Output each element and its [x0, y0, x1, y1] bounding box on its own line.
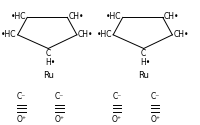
Text: •HC: •HC [11, 12, 26, 21]
Text: C⁻: C⁻ [112, 92, 121, 102]
Text: C⁻: C⁻ [55, 92, 64, 102]
Text: O⁺: O⁺ [54, 115, 64, 124]
Text: H•: H• [140, 58, 150, 67]
Text: H•: H• [45, 58, 55, 67]
Text: O⁺: O⁺ [111, 115, 121, 124]
Text: C: C [140, 49, 146, 58]
Text: O⁺: O⁺ [16, 115, 26, 124]
Text: CH•: CH• [77, 30, 93, 39]
Text: •HC: •HC [96, 30, 112, 39]
Text: •HC: •HC [106, 12, 121, 21]
Text: Ru: Ru [138, 71, 148, 80]
Text: C: C [45, 49, 51, 58]
Text: C⁻: C⁻ [17, 92, 26, 102]
Text: C⁻: C⁻ [150, 92, 159, 102]
Text: CH•: CH• [163, 12, 178, 21]
Text: Ru: Ru [43, 71, 53, 80]
Text: CH•: CH• [68, 12, 83, 21]
Text: •HC: •HC [1, 30, 17, 39]
Text: CH•: CH• [172, 30, 188, 39]
Text: O⁺: O⁺ [149, 115, 159, 124]
